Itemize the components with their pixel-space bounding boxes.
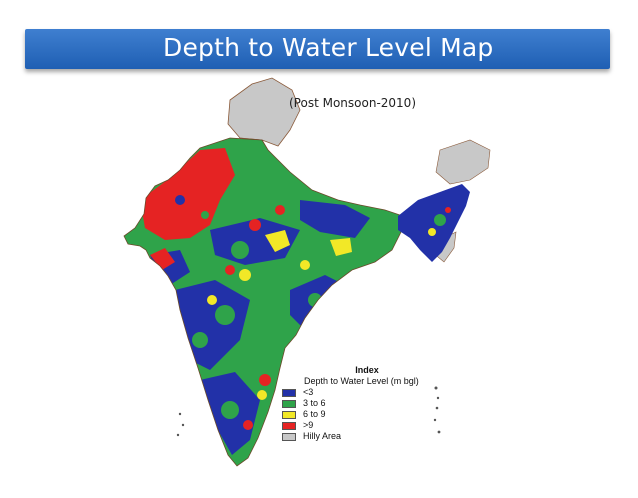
zone-lt3-gangetic [300, 200, 370, 238]
mainland-outline [123, 137, 403, 467]
islands-west [176, 412, 185, 437]
zone-3to6-spot [434, 214, 446, 226]
islands-east [433, 386, 441, 434]
hilly-region-north [227, 77, 301, 147]
zone-6to9-spot [428, 228, 436, 236]
legend-label: >9 [303, 420, 314, 430]
legend-swatch [282, 421, 296, 430]
legend-item: >9 [282, 420, 432, 431]
zone-lt3-spot [175, 195, 185, 205]
zone-gt9-gujarat [150, 248, 175, 270]
legend-swatch [282, 399, 296, 408]
zone-gt9-spot [259, 374, 271, 386]
legend-label: 3 to 6 [303, 398, 326, 408]
zone-3to6-spot [231, 241, 249, 259]
legend-label: 6 to 9 [303, 409, 326, 419]
zone-gt9-spot [249, 219, 261, 231]
zone-6to9-spot [239, 269, 251, 281]
zone-6to9-spot [257, 390, 267, 400]
legend-heading: Index [355, 365, 379, 375]
legend-swatch [282, 410, 296, 419]
zone-3to6-spot [192, 332, 208, 348]
legend-item: 3 to 6 [282, 398, 432, 409]
legend-item: 6 to 9 [282, 409, 432, 420]
zone-gt9-spot [225, 265, 235, 275]
legend-swatch [282, 432, 296, 441]
northeast-base [398, 184, 470, 262]
zone-gt9-spot [275, 205, 285, 215]
zone-gt9-spot [445, 207, 451, 213]
legend: Index Depth to Water Level (m bgl) <3 3 t… [282, 365, 432, 442]
zone-6to9-east [330, 238, 352, 256]
hilly-region-northeast [435, 139, 491, 185]
zone-lt3-spot [201, 211, 209, 219]
legend-label: <3 [303, 387, 314, 397]
zone-3to6-spot [221, 401, 239, 419]
zone-3to6-spot [308, 293, 322, 307]
zone-6to9-spot [300, 260, 310, 270]
legend-label: Hilly Area [303, 431, 342, 441]
zone-gt9-spot [243, 420, 253, 430]
legend-swatch [282, 388, 296, 397]
zone-6to9-central [265, 230, 290, 252]
title-bar: Depth to Water Level Map [25, 29, 610, 69]
zone-gt9-northwest [140, 148, 235, 240]
page-title: Depth to Water Level Map [163, 33, 494, 62]
zone-3to6-spot [215, 305, 235, 325]
legend-subheading: Depth to Water Level (m bgl) [304, 376, 419, 386]
zone-lt3-south [175, 280, 250, 370]
zone-6to9-spot [207, 295, 217, 305]
legend-item: Hilly Area [282, 431, 432, 442]
map-subtitle: (Post Monsoon-2010) [289, 96, 416, 110]
legend-item: <3 [282, 387, 432, 398]
